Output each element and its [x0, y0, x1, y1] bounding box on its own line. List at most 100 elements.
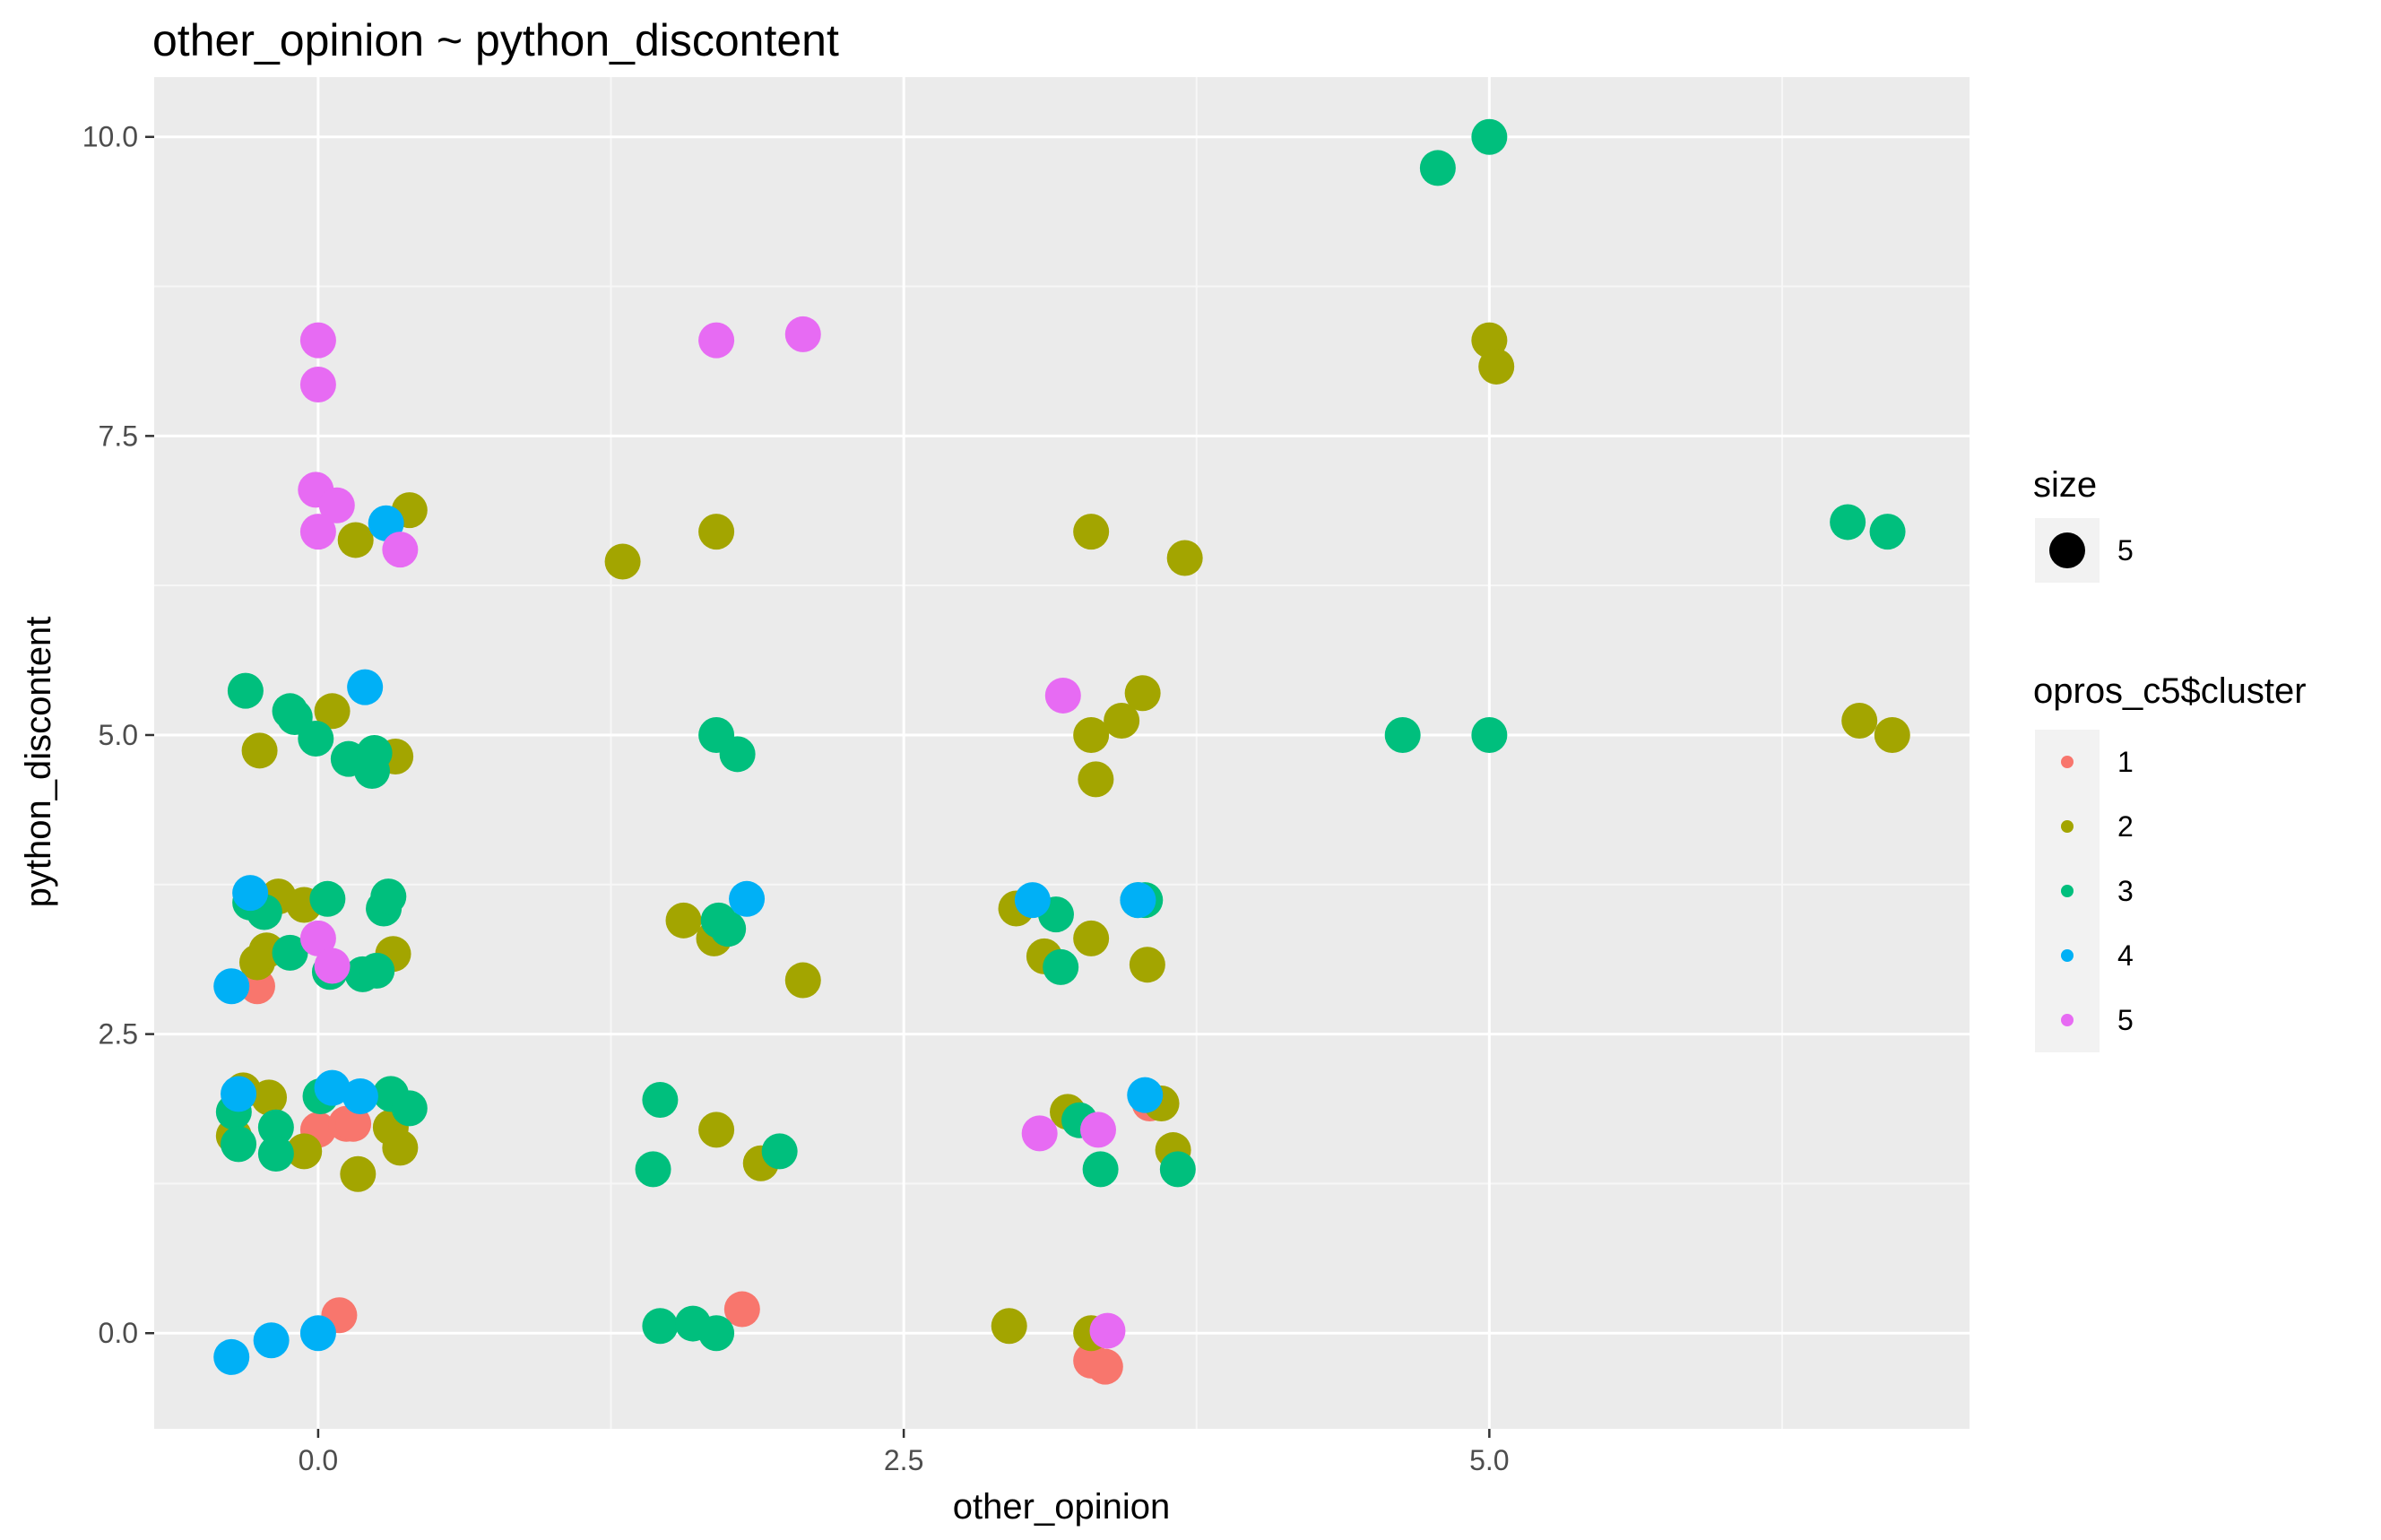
- point-cluster-2: [1129, 947, 1165, 983]
- cluster-legend-key-4: [2061, 949, 2074, 962]
- point-cluster-3: [1869, 514, 1906, 550]
- point-cluster-3: [391, 1090, 428, 1127]
- point-cluster-3: [1384, 716, 1421, 753]
- point-cluster-3: [642, 1082, 679, 1119]
- point-cluster-2: [1166, 540, 1203, 576]
- point-cluster-4: [342, 1078, 378, 1115]
- size-legend-label: 5: [2117, 534, 2134, 567]
- point-cluster-2: [698, 514, 735, 550]
- point-cluster-5: [1044, 677, 1081, 714]
- point-cluster-4: [1014, 882, 1051, 919]
- point-cluster-4: [253, 1322, 290, 1359]
- cluster-legend-label-3: 3: [2117, 875, 2134, 907]
- point-cluster-3: [298, 720, 334, 757]
- point-cluster-1: [723, 1291, 760, 1328]
- point-cluster-3: [309, 880, 346, 917]
- cluster-legend-items: 1 2 3 4 5: [2035, 730, 2134, 1052]
- point-cluster-5: [299, 366, 336, 402]
- plot-panel: [154, 77, 1970, 1429]
- cluster-legend-label-5: 5: [2117, 1004, 2134, 1036]
- point-cluster-2: [604, 543, 641, 580]
- y-tick-label: 10.0: [82, 121, 138, 153]
- point-cluster-2: [1073, 920, 1110, 956]
- point-cluster-5: [299, 920, 336, 956]
- point-cluster-5: [382, 532, 419, 568]
- size-legend-key: [2049, 532, 2085, 568]
- minor-gridlines: [154, 77, 1970, 1429]
- point-cluster-2: [784, 962, 821, 999]
- size-legend-title: size: [2033, 465, 2097, 505]
- point-cluster-2: [337, 522, 374, 558]
- point-cluster-1: [335, 1105, 372, 1142]
- point-cluster-4: [232, 875, 269, 912]
- point-cluster-2: [251, 1079, 288, 1116]
- point-cluster-3: [1082, 1151, 1119, 1188]
- y-tick-label: 7.5: [99, 420, 138, 452]
- cluster-legend: opros_c5$cluster 1 2 3 4 5: [2033, 671, 2307, 1052]
- cluster-legend-label-2: 2: [2117, 810, 2134, 843]
- point-cluster-4: [221, 1076, 257, 1112]
- point-cluster-4: [368, 505, 404, 541]
- point-cluster-3: [272, 934, 308, 971]
- point-cluster-5: [784, 316, 821, 352]
- point-cluster-4: [213, 1338, 250, 1375]
- cluster-legend-key-2: [2061, 820, 2074, 833]
- point-cluster-3: [635, 1151, 671, 1188]
- point-cluster-3: [356, 735, 393, 771]
- point-cluster-2: [1073, 514, 1110, 550]
- point-cluster-5: [1089, 1312, 1126, 1349]
- point-cluster-3: [698, 1315, 735, 1352]
- point-cluster-3: [1419, 150, 1456, 186]
- point-cluster-1: [1087, 1348, 1123, 1385]
- point-cluster-3: [257, 1136, 294, 1172]
- point-cluster-2: [1841, 702, 1878, 739]
- y-tick-label: 5.0: [99, 719, 138, 751]
- point-cluster-4: [1127, 1077, 1164, 1113]
- point-cluster-3: [761, 1133, 798, 1170]
- point-cluster-4: [299, 1315, 336, 1352]
- point-cluster-3: [257, 1109, 294, 1146]
- point-cluster-2: [314, 693, 351, 730]
- point-cluster-5: [299, 514, 336, 550]
- point-cluster-3: [1830, 504, 1866, 541]
- point-cluster-4: [213, 968, 250, 1005]
- point-cluster-5: [318, 487, 355, 523]
- cluster-legend-label-4: 4: [2117, 939, 2134, 972]
- point-cluster-4: [1120, 882, 1156, 919]
- point-cluster-3: [227, 672, 264, 709]
- point-cluster-3: [1043, 948, 1079, 985]
- point-cluster-2: [286, 1133, 323, 1170]
- chart-title: other_opinion ~ python_discontent: [152, 15, 839, 65]
- point-cluster-2: [1073, 716, 1110, 753]
- point-cluster-5: [1021, 1115, 1058, 1152]
- y-axis-ticks: 0.0 2.5 5.0 7.5 10.0: [82, 121, 154, 1349]
- point-cluster-2: [665, 902, 702, 939]
- x-tick-label: 2.5: [884, 1444, 923, 1476]
- point-cluster-2: [1078, 761, 1114, 798]
- cluster-legend-title: opros_c5$cluster: [2033, 671, 2307, 711]
- point-cluster-2: [1478, 348, 1515, 385]
- major-gridlines: [154, 77, 1970, 1429]
- point-cluster-5: [698, 322, 735, 359]
- point-cluster-5: [299, 322, 336, 359]
- cluster-legend-key-1: [2061, 756, 2074, 768]
- point-cluster-2: [1124, 675, 1161, 712]
- point-cluster-4: [729, 880, 766, 917]
- cluster-legend-key-3: [2061, 885, 2074, 897]
- point-cluster-2: [698, 1112, 735, 1148]
- point-cluster-2: [241, 732, 278, 769]
- point-cluster-3: [642, 1308, 679, 1345]
- point-cluster-3: [359, 952, 395, 989]
- x-tick-label: 5.0: [1469, 1444, 1509, 1476]
- x-axis-ticks: 0.0 2.5 5.0: [299, 1429, 1510, 1476]
- y-axis-title: python_discontent: [19, 617, 58, 908]
- point-cluster-4: [347, 669, 384, 705]
- cluster-legend-label-1: 1: [2117, 746, 2134, 778]
- x-axis-title: other_opinion: [953, 1487, 1170, 1527]
- cluster-legend-key-5: [2061, 1014, 2074, 1026]
- size-legend: size 5: [2033, 465, 2134, 583]
- point-cluster-3: [1471, 118, 1508, 155]
- y-tick-label: 0.0: [99, 1317, 138, 1349]
- point-cluster-3: [710, 911, 747, 947]
